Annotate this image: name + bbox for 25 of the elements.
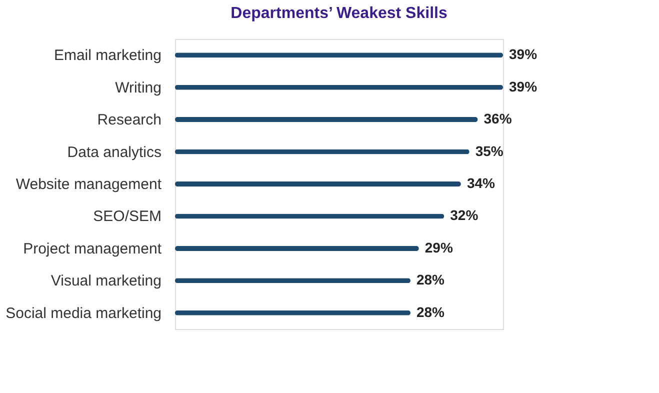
data-label: 39%	[509, 46, 538, 62]
bar	[175, 149, 470, 154]
data-label: 28%	[416, 304, 446, 320]
chart-title: Departments’ Weakest Skills	[230, 5, 448, 22]
bar	[175, 52, 503, 58]
data-label: 35%	[475, 142, 504, 159]
y-tick-label: Research	[97, 112, 162, 129]
y-tick-label: Project management	[23, 240, 162, 258]
y-tick-label: Visual marketing	[50, 272, 162, 290]
data-label: 39%	[509, 78, 538, 94]
y-tick-label: Writing	[115, 79, 162, 96]
data-label: 29%	[424, 239, 454, 256]
y-tick-label: Email marketing	[54, 47, 162, 64]
y-tick-label: Website management	[16, 176, 162, 193]
data-label: 32%	[450, 207, 479, 224]
y-tick-label: SEO/SEM	[93, 208, 162, 226]
data-label: 28%	[416, 272, 446, 288]
y-tick-label: Data analytics	[67, 144, 162, 161]
bar	[175, 84, 503, 90]
y-tick-label: Social media marketing	[6, 304, 162, 322]
data-label: 36%	[484, 110, 512, 127]
bar	[175, 246, 419, 251]
bar	[175, 182, 461, 186]
data-label: 34%	[466, 175, 496, 191]
bar	[175, 117, 478, 122]
